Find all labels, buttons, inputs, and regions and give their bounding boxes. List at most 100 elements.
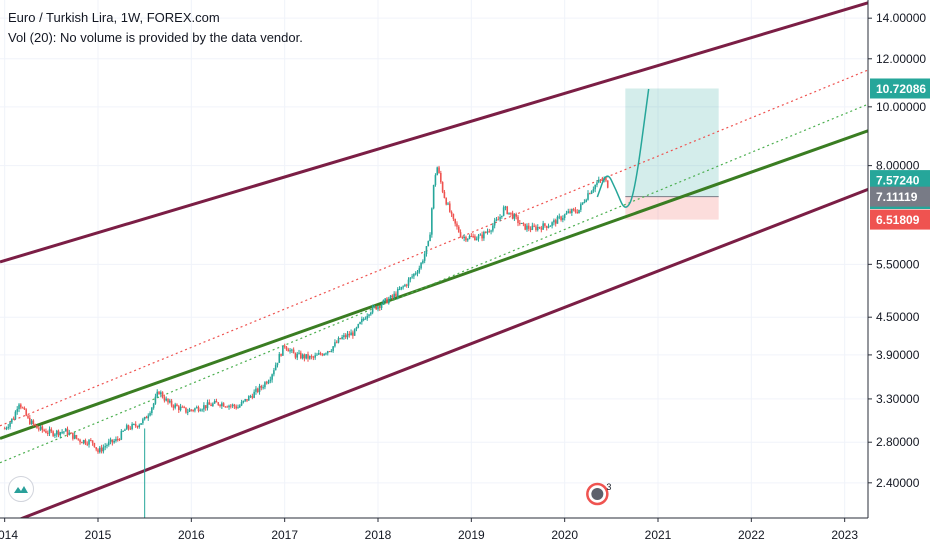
candle-down [37, 428, 40, 430]
dotted-line [0, 69, 868, 427]
candle-up [107, 441, 110, 445]
candle-up [436, 167, 439, 176]
candle-down [217, 402, 220, 405]
candle-up [255, 388, 257, 392]
candle-down [506, 206, 509, 214]
candle-down [177, 406, 180, 411]
candle-down [287, 349, 290, 352]
candle-down [533, 225, 535, 227]
candle-down [484, 231, 487, 233]
candle-up [298, 352, 300, 354]
candle-up [502, 207, 505, 216]
candle-up [483, 231, 485, 239]
tradingview-logo-icon[interactable] [8, 476, 34, 502]
event-marker[interactable]: 3 [586, 482, 611, 506]
candle-up [201, 409, 203, 411]
candle-up [195, 407, 198, 409]
candle-down [285, 346, 288, 350]
candle-up [407, 279, 410, 286]
candle-down [352, 332, 354, 336]
candle-up [404, 284, 406, 287]
candle-down [190, 409, 193, 411]
candle-up [120, 431, 123, 440]
candle-down [93, 443, 96, 448]
candle-up [466, 238, 469, 241]
candle-down [70, 432, 72, 434]
candle-down [572, 209, 575, 211]
candle-up [477, 235, 480, 239]
candle-down [20, 404, 22, 408]
candle-down [452, 213, 455, 219]
candle-up [61, 431, 63, 433]
price-label-bg [870, 78, 930, 99]
candle-down [599, 179, 602, 181]
candle-up [82, 440, 85, 444]
candle-down [163, 397, 166, 401]
y-tick-label: 12.00000 [876, 52, 926, 66]
candle-down [256, 388, 259, 392]
candle-down [28, 417, 31, 425]
candle-down [235, 406, 238, 409]
candle-down [215, 401, 218, 403]
price-label: 7.57240 [876, 174, 920, 188]
candle-down [251, 396, 254, 398]
candle-up [228, 405, 230, 408]
candle-up [203, 405, 205, 410]
candle-up [104, 446, 106, 448]
candle-up [364, 318, 367, 320]
y-tick-label: 10.00000 [876, 100, 926, 114]
candle-down [280, 354, 282, 356]
projection-path [596, 88, 650, 208]
candle-down [348, 333, 351, 336]
symbol-title[interactable]: Euro / Turkish Lira, 1W, FOREX.com [8, 10, 220, 25]
candle-up [102, 447, 105, 452]
candle-down [294, 353, 297, 358]
y-tick-label: 2.40000 [876, 476, 920, 490]
candle-down [41, 426, 44, 431]
x-tick-label: 2020 [551, 528, 578, 542]
candle-up [592, 189, 595, 192]
candle-up [409, 277, 412, 280]
candle-down [474, 236, 476, 241]
candle-down [170, 400, 173, 406]
candle-up [188, 409, 191, 412]
candle-up [355, 327, 358, 330]
volume-indicator-label[interactable]: Vol (20): No volume is provided by the d… [8, 30, 303, 45]
candle-up [323, 353, 325, 356]
y-tick-label: 3.90000 [876, 348, 920, 362]
candle-up [262, 387, 264, 389]
candle-down [208, 402, 211, 405]
candle-up [423, 253, 426, 261]
candle-down [176, 404, 178, 407]
candle-down [12, 418, 15, 420]
candle-up [238, 405, 241, 408]
position-loss-zone [625, 196, 719, 220]
candle-up [558, 216, 561, 218]
candle-down [25, 409, 28, 416]
candle-up [583, 201, 586, 203]
event-count: 3 [606, 482, 611, 492]
candle-up [63, 431, 65, 433]
x-tick-label: 2022 [738, 528, 765, 542]
candle-up [68, 432, 71, 435]
candle-up [249, 396, 252, 398]
candle-down [538, 226, 541, 228]
candle-down [457, 226, 460, 233]
candle-up [264, 382, 266, 388]
candle-down [161, 392, 164, 398]
x-tick-label: 2019 [458, 528, 485, 542]
candle-up [149, 413, 151, 416]
candle-up [305, 354, 308, 359]
candle-up [174, 404, 176, 408]
candle-down [511, 212, 514, 219]
x-tick-label: 2021 [645, 528, 672, 542]
candle-up [587, 193, 589, 200]
candle-up [431, 208, 433, 235]
candle-up [382, 300, 385, 305]
candle-down [100, 447, 103, 452]
candle-down [185, 407, 187, 413]
candle-down [66, 428, 69, 435]
